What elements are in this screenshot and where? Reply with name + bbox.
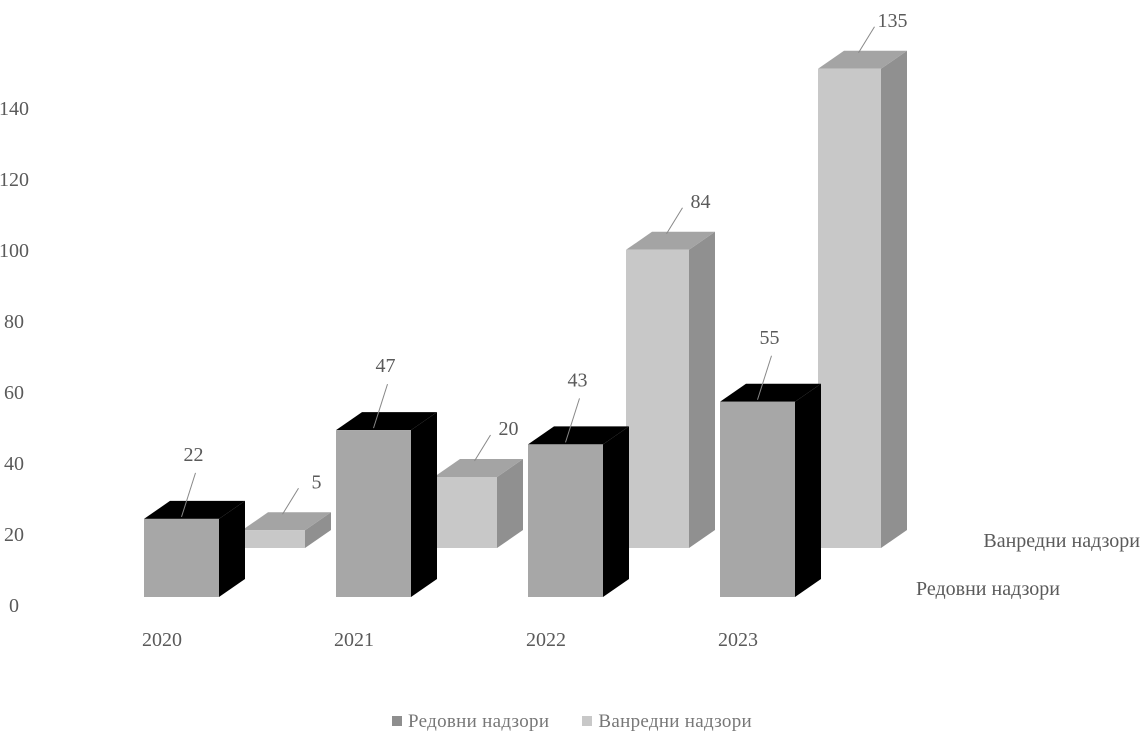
bar-extraordinary-2023-top — [818, 50, 907, 69]
bar-extraordinary-2020-side — [305, 512, 331, 548]
bar-regular-2021-side — [411, 412, 437, 597]
data-label-regular-2021: 47 — [376, 355, 396, 377]
bar-extraordinary-2022 — [626, 249, 689, 549]
depth-label-regular: Редовни надзори — [916, 578, 1060, 600]
bar-regular-2023-top — [720, 383, 821, 402]
x-tick-label-2022: 2022 — [526, 629, 566, 651]
y-tick-label-120: 120 — [0, 169, 29, 191]
leader-extraordinary-2021 — [474, 434, 491, 462]
legend-label-regular: Редовни надзори — [408, 711, 550, 732]
y-tick-label-60: 60 — [4, 382, 24, 404]
x-tick-label-2020: 2020 — [142, 629, 182, 651]
bar-regular-2021-top — [336, 412, 437, 431]
data-label-extraordinary-2023: 135 — [878, 10, 908, 32]
x-tick-label-2023: 2023 — [718, 629, 758, 651]
bar-regular-2023 — [720, 401, 795, 597]
leader-extraordinary-2022 — [666, 207, 683, 235]
leader-extraordinary-2020 — [282, 487, 299, 515]
legend-item-regular: Редовни надзори — [392, 711, 549, 733]
data-label-extraordinary-2021: 20 — [499, 418, 519, 440]
y-tick-label-40: 40 — [4, 453, 24, 475]
bar-extraordinary-2023-side — [881, 50, 907, 548]
bar-regular-2021 — [336, 430, 411, 597]
data-label-extraordinary-2022: 84 — [691, 191, 711, 213]
y-tick-label-80: 80 — [4, 311, 24, 333]
data-label-extraordinary-2020: 5 — [312, 471, 322, 493]
legend-swatch-regular — [392, 716, 403, 726]
bar-regular-2023-side — [795, 383, 821, 597]
bar-regular-2022 — [528, 444, 603, 597]
leader-regular-2023 — [757, 355, 772, 400]
y-tick-label-0: 0 — [9, 595, 19, 617]
leader-regular-2020 — [181, 472, 196, 518]
data-label-regular-2022: 43 — [568, 369, 588, 391]
legend-item-extraordinary: Ванредни надзори — [582, 711, 752, 733]
x-tick-label-2021: 2021 — [334, 629, 374, 651]
y-tick-label-100: 100 — [0, 240, 29, 262]
data-label-regular-2023: 55 — [760, 327, 780, 349]
bar-extraordinary-2021 — [434, 477, 497, 548]
bar-extraordinary-2022-side — [689, 231, 715, 549]
leader-regular-2021 — [373, 383, 388, 429]
bar-regular-2020-top — [144, 500, 245, 519]
bar-regular-2022-top — [528, 426, 629, 445]
leader-regular-2022 — [565, 398, 580, 443]
bar-extraordinary-2021-top — [434, 459, 523, 477]
bar-regular-2020-side — [219, 500, 245, 597]
bar-extraordinary-2021-side — [497, 459, 523, 548]
bar-regular-2020 — [144, 518, 219, 597]
bar-extraordinary-2020-top — [242, 512, 331, 531]
legend-swatch-extraordinary — [582, 716, 593, 726]
legend: Редовни надзори Ванредни надзори — [0, 711, 1144, 733]
legend-label-extraordinary: Ванредни надзори — [598, 711, 752, 732]
leader-extraordinary-2023 — [858, 26, 875, 54]
bar-extraordinary-2023 — [818, 68, 881, 548]
bar-regular-2022-side — [603, 426, 629, 597]
bar-extraordinary-2022-top — [626, 231, 715, 250]
bar-extraordinary-2020 — [242, 530, 305, 548]
y-tick-label-140: 140 — [0, 98, 29, 120]
depth-label-extraordinary: Ванредни надзори — [983, 530, 1140, 552]
y-tick-label-20: 20 — [4, 524, 24, 546]
data-label-regular-2020: 22 — [184, 444, 204, 466]
